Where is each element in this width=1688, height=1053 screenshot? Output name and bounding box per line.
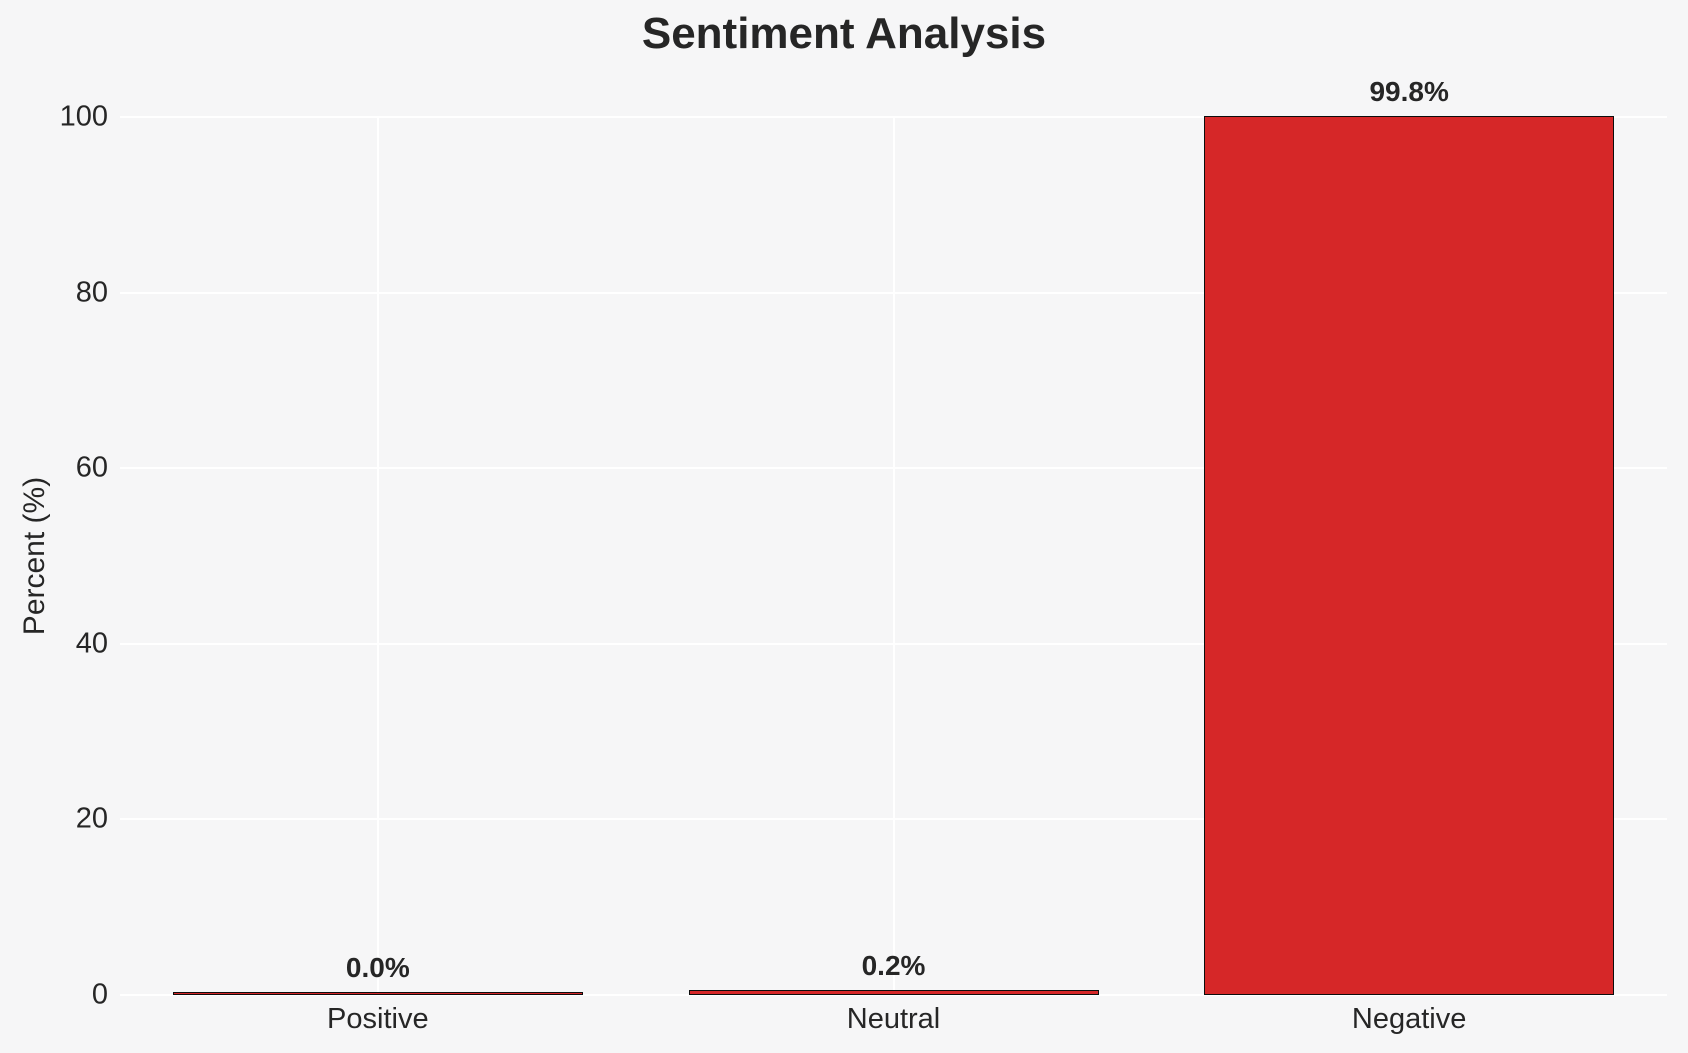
bar-positive	[172, 992, 583, 995]
plot-area: 0.0% 0.2% 99.8%	[120, 76, 1667, 996]
gridline-y-0	[120, 994, 1667, 996]
gridline-x-positive	[376, 117, 379, 995]
y-tick-label-60: 60	[75, 451, 108, 484]
gridline-x-neutral	[892, 117, 895, 995]
y-tick-label-20: 20	[75, 802, 108, 835]
y-tick-label-40: 40	[75, 627, 108, 660]
value-label-neutral: 0.2%	[861, 950, 926, 982]
x-tick-label-negative: Negative	[1351, 1003, 1467, 1035]
bar-neutral	[688, 990, 1099, 995]
value-label-negative: 99.8%	[1369, 75, 1449, 107]
y-tick-label-80: 80	[75, 276, 108, 309]
y-axis-label: Percent (%)	[18, 476, 51, 636]
value-label-positive: 0.0%	[345, 952, 410, 983]
y-tick-label-100: 100	[59, 100, 108, 133]
chart-title: Sentiment Analysis	[641, 9, 1047, 58]
x-tick-label-positive: Positive	[327, 1003, 429, 1035]
y-tick-label-0: 0	[91, 978, 108, 1011]
bar-negative	[1204, 115, 1615, 995]
x-tick-label-neutral: Neutral	[846, 1003, 941, 1035]
